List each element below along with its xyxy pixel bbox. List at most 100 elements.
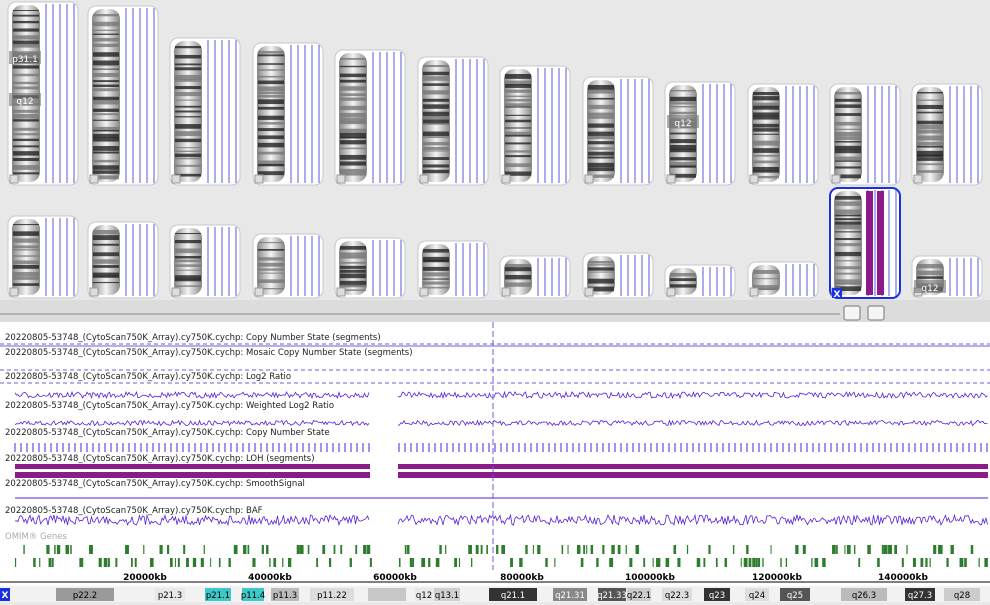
corner-tag bbox=[336, 174, 346, 184]
tool-button[interactable] bbox=[914, 306, 930, 320]
band bbox=[753, 128, 779, 132]
gene bbox=[409, 558, 413, 567]
band bbox=[841, 588, 887, 601]
band bbox=[340, 246, 366, 250]
band bbox=[835, 140, 861, 143]
gene bbox=[933, 545, 937, 554]
band bbox=[93, 37, 119, 42]
band bbox=[780, 588, 810, 601]
band bbox=[588, 131, 614, 137]
band bbox=[423, 90, 449, 95]
gene bbox=[715, 558, 718, 567]
band bbox=[175, 74, 201, 80]
gene bbox=[471, 558, 473, 567]
band bbox=[13, 138, 39, 142]
band-label: q22.3 bbox=[665, 591, 689, 601]
band bbox=[917, 150, 943, 156]
band bbox=[13, 151, 39, 156]
gene bbox=[46, 545, 50, 554]
band bbox=[753, 278, 779, 280]
band bbox=[258, 262, 284, 267]
tool-button[interactable] bbox=[892, 306, 908, 320]
band bbox=[917, 270, 943, 276]
gene bbox=[115, 558, 118, 567]
band bbox=[505, 106, 531, 108]
gene bbox=[363, 545, 367, 554]
corner-tag bbox=[501, 174, 511, 184]
band bbox=[753, 160, 779, 164]
selected-label: X bbox=[834, 290, 841, 300]
band bbox=[13, 109, 39, 113]
band bbox=[588, 135, 614, 140]
band-label: p22.2 bbox=[73, 591, 97, 601]
gene bbox=[708, 545, 711, 554]
band bbox=[670, 111, 696, 115]
gene bbox=[329, 558, 332, 567]
tool-button[interactable] bbox=[867, 305, 885, 321]
gene bbox=[159, 545, 163, 554]
gene bbox=[978, 558, 980, 567]
band bbox=[93, 130, 119, 132]
band bbox=[93, 272, 119, 277]
band bbox=[835, 166, 861, 169]
track-label: 20220805-53748_(CytoScan750K_Array).cy75… bbox=[5, 428, 330, 438]
band bbox=[13, 20, 39, 24]
chromosome-body bbox=[587, 256, 615, 295]
gene bbox=[468, 545, 472, 554]
band bbox=[670, 161, 696, 167]
gene bbox=[355, 545, 358, 554]
band bbox=[835, 113, 861, 116]
band bbox=[340, 147, 366, 150]
band bbox=[588, 286, 614, 292]
gene bbox=[665, 558, 670, 567]
gene bbox=[366, 545, 371, 554]
gene bbox=[296, 545, 300, 554]
corner-tag bbox=[419, 287, 429, 297]
band bbox=[753, 92, 779, 96]
gene bbox=[287, 558, 292, 567]
gene bbox=[938, 545, 941, 554]
band bbox=[175, 116, 201, 118]
band bbox=[175, 138, 201, 143]
band bbox=[175, 79, 201, 82]
band bbox=[175, 248, 201, 254]
band bbox=[835, 238, 861, 241]
axis-label: 140000kb bbox=[878, 573, 929, 583]
gene bbox=[925, 558, 928, 567]
band bbox=[93, 230, 119, 235]
corner-tag bbox=[913, 174, 923, 184]
gene bbox=[877, 558, 880, 567]
gene bbox=[576, 545, 581, 554]
band bbox=[340, 280, 366, 286]
tool-button[interactable] bbox=[957, 306, 973, 320]
band bbox=[175, 46, 201, 49]
band bbox=[258, 163, 284, 167]
tool-button[interactable] bbox=[937, 306, 953, 320]
band-label: p11.4 bbox=[241, 591, 265, 601]
tool-button[interactable] bbox=[843, 305, 861, 321]
band bbox=[175, 124, 201, 129]
tool-button[interactable] bbox=[977, 306, 990, 320]
band bbox=[155, 588, 185, 601]
band bbox=[944, 588, 980, 601]
band bbox=[258, 99, 284, 105]
band bbox=[835, 272, 861, 275]
gene bbox=[333, 545, 336, 554]
band bbox=[13, 276, 39, 280]
gene bbox=[282, 558, 284, 567]
band bbox=[175, 131, 201, 136]
band bbox=[175, 63, 201, 66]
gene bbox=[519, 558, 523, 567]
band bbox=[489, 588, 537, 601]
gene bbox=[445, 545, 447, 554]
band bbox=[13, 133, 39, 136]
band bbox=[423, 71, 449, 76]
band bbox=[423, 136, 449, 139]
gene bbox=[537, 545, 541, 554]
band bbox=[340, 172, 366, 176]
gene bbox=[853, 545, 856, 554]
band-label: q28 bbox=[954, 591, 970, 601]
band bbox=[93, 108, 119, 112]
band bbox=[753, 288, 779, 291]
band bbox=[258, 171, 284, 176]
